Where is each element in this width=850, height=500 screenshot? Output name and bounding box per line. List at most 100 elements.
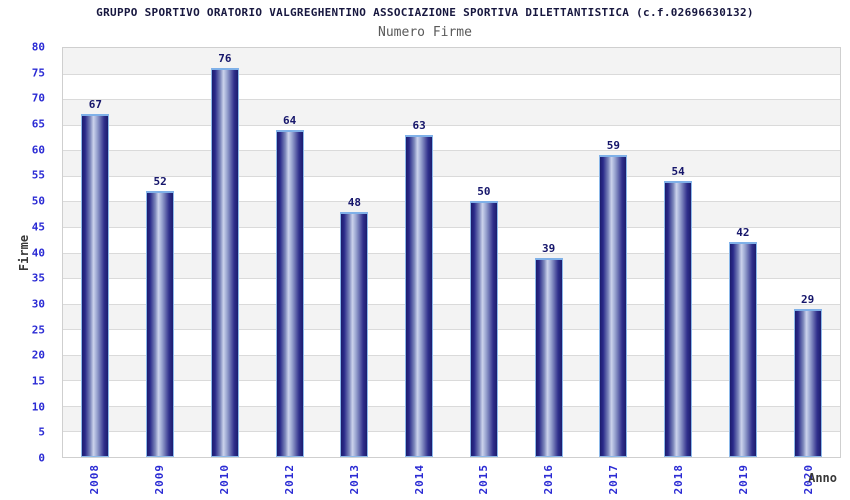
grid-band xyxy=(63,380,840,406)
grid-band xyxy=(63,99,840,125)
x-axis-tick-labels: 2008 2009 2010 2012 2013 2014 2015 2016 2017 2018… xyxy=(62,464,841,495)
x-tick-cell: 2013 xyxy=(322,464,387,495)
y-tick-label: 20 xyxy=(31,348,45,362)
grid-band xyxy=(63,405,840,432)
grid-band xyxy=(63,431,840,457)
x-tick-label: 2012 xyxy=(282,464,296,495)
bar-2010 xyxy=(210,68,239,457)
bar-value-label: 63 xyxy=(412,118,426,132)
x-tick-label: 2008 xyxy=(87,464,101,495)
y-tick-label: 5 xyxy=(38,425,45,439)
bars-layer: 67 52 76 64 48 63 50 39 59 54 42 29 xyxy=(63,48,840,457)
grid-band xyxy=(63,226,840,253)
grid-bands xyxy=(63,48,840,457)
grid-band xyxy=(63,150,840,176)
x-tick-cell: 2008 xyxy=(62,464,127,495)
grid-band xyxy=(63,175,840,202)
y-axis-tick-labels: 0 5 10 15 20 25 30 35 40 45 50 55 60 65 70 75 80 xyxy=(0,42,62,464)
x-tick-cell: 2010 xyxy=(192,464,257,495)
x-axis-title: Anno xyxy=(808,471,837,485)
bar-slot: 54 xyxy=(646,48,711,457)
x-tick-label: 2014 xyxy=(412,464,426,495)
grid-band xyxy=(63,124,840,151)
bar-slot: 59 xyxy=(581,48,646,457)
grid-band xyxy=(63,354,840,381)
y-tick-label: 25 xyxy=(31,323,45,337)
x-tick-cell: 2019 xyxy=(711,464,776,495)
bar-2019 xyxy=(728,242,757,457)
bar-slot: 76 xyxy=(193,48,258,457)
bar-2012 xyxy=(275,129,304,457)
y-tick-label: 50 xyxy=(31,194,45,208)
y-tick-label: 0 xyxy=(38,451,45,465)
y-tick-label: 65 xyxy=(31,117,45,131)
grid-band xyxy=(63,252,840,279)
chart-subtitle: Numero Firme xyxy=(378,25,472,40)
bar-value-label: 76 xyxy=(218,52,232,66)
bar-slot: 29 xyxy=(775,48,840,457)
x-tick-label: 2013 xyxy=(347,464,361,495)
bar-slot: 64 xyxy=(257,48,322,457)
bar-2018 xyxy=(664,180,693,457)
bar-value-label: 64 xyxy=(283,113,297,127)
y-tick-label: 75 xyxy=(31,66,45,80)
y-tick-label: 55 xyxy=(31,168,45,182)
y-tick-label: 45 xyxy=(31,220,45,234)
chart-title: GRUPPO SPORTIVO ORATORIO VALGREGHENTINO … xyxy=(96,6,754,19)
bar-2017 xyxy=(599,155,628,457)
grid-band xyxy=(63,201,840,227)
y-tick-label: 70 xyxy=(31,91,45,105)
bar-value-label: 59 xyxy=(606,139,620,153)
bar-2009 xyxy=(146,191,175,457)
x-tick-label: 2015 xyxy=(477,464,491,495)
bar-2015 xyxy=(469,201,498,457)
bar-slot: 48 xyxy=(322,48,387,457)
grid-band xyxy=(63,73,840,100)
bar-2020 xyxy=(793,308,822,457)
x-tick-cell: 2014 xyxy=(387,464,452,495)
bar-slot: 67 xyxy=(63,48,128,457)
bar-value-label: 67 xyxy=(88,98,102,112)
grid-band xyxy=(63,278,840,304)
x-tick-label: 2010 xyxy=(217,464,231,495)
bar-value-label: 29 xyxy=(801,292,815,306)
x-tick-label: 2019 xyxy=(737,464,751,495)
y-tick-label: 30 xyxy=(31,297,45,311)
bar-value-label: 50 xyxy=(477,185,491,199)
x-tick-cell: 2017 xyxy=(581,464,646,495)
y-tick-label: 40 xyxy=(31,246,45,259)
x-tick-cell: 2015 xyxy=(452,464,517,495)
bar-2008 xyxy=(81,114,110,457)
bar-slot: 39 xyxy=(516,48,581,457)
y-tick-label: 10 xyxy=(31,400,45,414)
bar-2016 xyxy=(534,257,563,457)
grid-band xyxy=(63,48,840,74)
x-tick-label: 2018 xyxy=(672,464,686,495)
x-tick-label: 2009 xyxy=(152,464,166,495)
x-tick-cell: 2016 xyxy=(516,464,581,495)
y-tick-label: 15 xyxy=(31,374,45,388)
x-tick-cell: 2018 xyxy=(646,464,711,495)
grid-band xyxy=(63,329,840,355)
x-tick-label: 2016 xyxy=(542,464,556,495)
bar-value-label: 42 xyxy=(736,226,750,240)
bar-value-label: 52 xyxy=(153,175,167,189)
y-tick-label: 60 xyxy=(31,143,45,157)
bar-slot: 63 xyxy=(387,48,452,457)
grid-band xyxy=(63,303,840,330)
bar-slot: 50 xyxy=(452,48,517,457)
x-tick-cell: 2009 xyxy=(127,464,192,495)
x-tick-label: 2017 xyxy=(607,464,621,495)
bar-slot: 52 xyxy=(128,48,193,457)
bar-2013 xyxy=(340,211,369,457)
x-tick-cell: 2012 xyxy=(257,464,322,495)
bar-slot: 42 xyxy=(711,48,776,457)
bar-value-label: 54 xyxy=(671,164,685,178)
y-tick-label: 80 xyxy=(31,40,45,54)
y-tick-label: 35 xyxy=(31,271,45,285)
bar-2014 xyxy=(405,134,434,457)
bar-value-label: 39 xyxy=(542,241,556,255)
bar-value-label: 48 xyxy=(347,195,361,209)
plot-area: 67 52 76 64 48 63 50 39 59 54 42 29 xyxy=(62,47,841,458)
